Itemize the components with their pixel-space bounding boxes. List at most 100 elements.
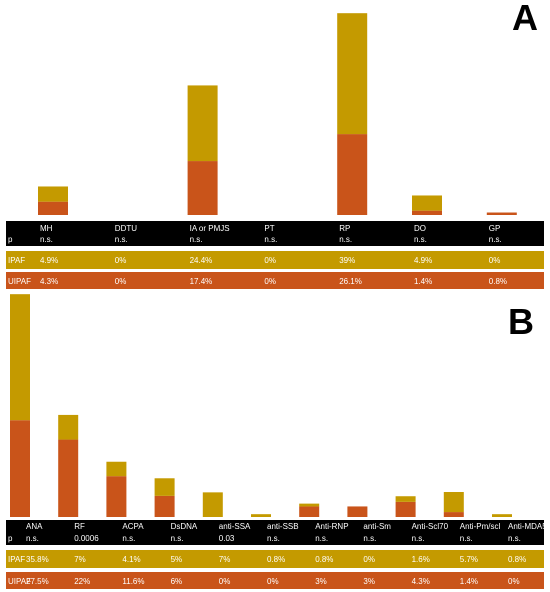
panel-a-category-label-mh: MH	[40, 224, 53, 233]
panel-b-uipaf-value-anti-pm-scl: 1.4%	[460, 577, 478, 586]
panel-b-category-label-anti-sm: anti-Sm	[363, 522, 391, 531]
panel-b-ipaf-value-anti-mda5: 0.8%	[508, 555, 526, 564]
panel-b: p ANA n.s. RF 0.0006 ACPA n.s. DsDNA n.s. anti-SS…	[6, 294, 547, 589]
panel-b-ipaf-value-acpa: 4.1%	[122, 555, 140, 564]
panel-b-ipaf-row-label: IPAF	[8, 555, 25, 564]
panel-a-category-label-gp: GP	[489, 224, 501, 233]
panel-a-category-band	[6, 221, 544, 246]
panel-b-category-label-anti-ssb: anti-SSB	[267, 522, 299, 531]
panel-a-ipaf-value-ia-or-pmjs: 24.4%	[190, 256, 213, 265]
panel-letter-b: B	[508, 301, 534, 342]
panel-a-bar-uipaf-ia-or-pmjs	[187, 161, 218, 215]
panel-a-uipaf-value-ia-or-pmjs: 17.4%	[190, 277, 213, 286]
panel-b-ipaf-value-anti-sm: 0%	[363, 555, 375, 564]
panel-b-p-value-ana: n.s.	[26, 534, 39, 543]
panel-b-bar-ipaf-anti-ssa	[202, 492, 223, 517]
panel-b-p-label: p	[8, 534, 13, 543]
panel-b-category-band	[6, 520, 544, 545]
panel-b-uipaf-row	[6, 572, 544, 589]
panel-b-category-label-anti-rnp: Anti-RNP	[315, 522, 348, 531]
panel-a-uipaf-value-gp: 0.8%	[489, 277, 507, 286]
panel-b-bar-ipaf-anti-ssb	[251, 514, 271, 517]
panel-a-uipaf-value-ddtu: 0%	[115, 277, 127, 286]
panel-b-ipaf-value-rf: 7%	[74, 555, 86, 564]
panel-b-bar-ipaf-anti-rnp	[299, 503, 320, 507]
panel-a-p-value-mh: n.s.	[40, 235, 53, 244]
panel-a-bar-ipaf-do	[412, 195, 442, 211]
panel-a-ipaf-value-gp: 0%	[489, 256, 501, 265]
panel-b-p-value-dsdna: n.s.	[171, 534, 184, 543]
panel-b-category-label-anti-mda5: Anti-MDA5	[508, 522, 547, 531]
panel-letter-a: A	[512, 0, 538, 38]
panel-b-p-value-anti-ssb: n.s.	[267, 534, 280, 543]
panel-b-bar-ipaf-rf	[58, 414, 79, 440]
panel-b-ipaf-value-dsdna: 5%	[171, 555, 183, 564]
panel-a-ipaf-value-mh: 4.9%	[40, 256, 58, 265]
panel-a: p MH n.s. DDTU n.s. IA or PMJS n.s. PT n.s. RP n.s…	[6, 13, 544, 289]
panel-b-p-value-anti-pm-scl: n.s.	[460, 534, 473, 543]
panel-b-p-value-anti-ssa: 0.03	[219, 534, 235, 543]
panel-b-ipaf-value-anti-ssa: 7%	[219, 555, 231, 564]
panel-a-ipaf-row	[6, 251, 544, 269]
panel-b-bar-uipaf-dsdna	[154, 495, 175, 517]
panel-b-uipaf-value-anti-ssb: 0%	[267, 577, 279, 586]
panel-b-bar-ipaf-ana	[10, 294, 30, 421]
panel-a-p-value-do: n.s.	[414, 235, 427, 244]
panel-a-category-label-rp: RP	[339, 224, 350, 233]
panel-b-category-label-rf: RF	[74, 522, 85, 531]
panel-a-category-label-ddtu: DDTU	[115, 224, 137, 233]
panel-a-bar-ipaf-ia-or-pmjs	[187, 85, 218, 162]
panel-b-uipaf-row-label: UIPAF	[8, 577, 31, 586]
panel-a-bar-uipaf-gp	[486, 212, 517, 215]
panel-a-uipaf-value-rp: 26.1%	[339, 277, 362, 286]
panel-b-p-value-anti-mda5: n.s.	[508, 534, 521, 543]
panel-a-uipaf-row	[6, 272, 544, 289]
panel-a-category-label-pt: PT	[264, 224, 274, 233]
panel-b-bar-uipaf-ana	[10, 420, 30, 517]
panel-a-ipaf-row-label: IPAF	[8, 256, 25, 265]
panel-b-p-value-acpa: n.s.	[122, 534, 135, 543]
panel-a-p-value-gp: n.s.	[489, 235, 502, 244]
panel-b-uipaf-value-anti-mda5: 0%	[508, 577, 520, 586]
panel-b-category-label-acpa: ACPA	[122, 522, 144, 531]
panel-a-category-label-do: DO	[414, 224, 426, 233]
panel-b-bar-ipaf-acpa	[106, 461, 127, 477]
panel-b-uipaf-value-anti-rnp: 3%	[315, 577, 327, 586]
panel-b-category-label-dsdna: DsDNA	[171, 522, 198, 531]
panel-b-bar-uipaf-anti-rnp	[299, 506, 320, 517]
panel-b-bar-uipaf-anti-pm-scl	[443, 512, 464, 517]
panel-b-p-value-rf: 0.0006	[74, 534, 99, 543]
panel-a-uipaf-value-mh: 4.3%	[40, 277, 58, 286]
panel-b-bar-uipaf-anti-sm	[347, 506, 368, 517]
panel-b-bar-ipaf-anti-scl70	[395, 496, 416, 502]
panel-b-category-label-anti-ssa: anti-SSA	[219, 522, 251, 531]
panel-b-bar-uipaf-rf	[58, 439, 79, 517]
panel-b-uipaf-value-rf: 22%	[74, 577, 90, 586]
panel-b-p-value-anti-scl70: n.s.	[412, 534, 425, 543]
panel-a-ipaf-value-do: 4.9%	[414, 256, 432, 265]
panel-b-uipaf-value-acpa: 11.6%	[122, 577, 144, 586]
panel-b-bar-ipaf-dsdna	[154, 478, 175, 496]
panel-b-uipaf-value-ana: 27.5%	[26, 577, 49, 586]
panel-b-bar-uipaf-acpa	[106, 476, 127, 517]
panel-b-ipaf-value-anti-scl70: 1.6%	[412, 555, 430, 564]
panel-a-ipaf-value-ddtu: 0%	[115, 256, 127, 265]
panel-b-ipaf-value-anti-rnp: 0.8%	[315, 555, 333, 564]
panel-a-uipaf-value-do: 1.4%	[414, 277, 432, 286]
panel-b-ipaf-row	[6, 550, 544, 568]
panel-b-uipaf-value-dsdna: 6%	[171, 577, 183, 586]
panel-b-bar-ipaf-anti-mda5	[492, 514, 512, 517]
panel-a-p-value-pt: n.s.	[264, 235, 277, 244]
panel-b-uipaf-value-anti-ssa: 0%	[219, 577, 231, 586]
panel-b-category-label-anti-pm-scl: Anti-Pm/scl	[460, 522, 501, 531]
panel-a-uipaf-row-label: UIPAF	[8, 277, 31, 286]
panel-a-bar-ipaf-mh	[38, 186, 68, 202]
panel-b-ipaf-value-ana: 35.8%	[26, 555, 49, 564]
panel-b-bar-uipaf-anti-scl70	[395, 501, 416, 517]
panel-b-bar-ipaf-anti-pm-scl	[443, 492, 464, 513]
panel-a-uipaf-value-pt: 0%	[264, 277, 276, 286]
panel-b-uipaf-value-anti-sm: 3%	[363, 577, 375, 586]
panel-a-p-value-rp: n.s.	[339, 235, 352, 244]
panel-b-ipaf-value-anti-pm-scl: 5.7%	[460, 555, 478, 564]
panel-a-p-label: p	[8, 235, 13, 244]
